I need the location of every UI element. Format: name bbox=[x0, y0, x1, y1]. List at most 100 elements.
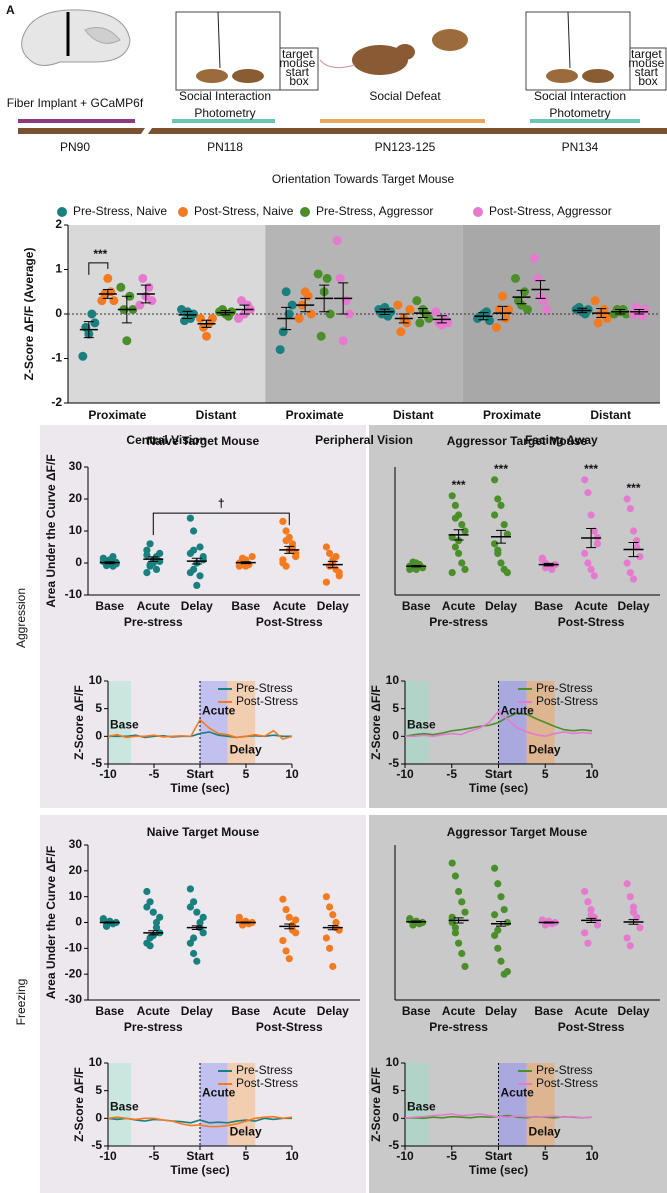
x-tick-label: Delay bbox=[181, 1004, 213, 1018]
data-point bbox=[458, 898, 466, 906]
row-label: Aggression bbox=[14, 588, 28, 648]
data-point bbox=[208, 313, 217, 323]
x-tick-label: Base bbox=[402, 1004, 431, 1018]
data-point bbox=[138, 273, 148, 283]
error-bar bbox=[239, 304, 250, 315]
data-point bbox=[491, 540, 499, 548]
y-tick-label: 5 bbox=[95, 701, 102, 715]
age-label: PN134 bbox=[562, 140, 599, 154]
data-point bbox=[491, 931, 499, 940]
data-point bbox=[461, 565, 469, 574]
data-point bbox=[193, 908, 201, 916]
data-point bbox=[326, 944, 334, 952]
panel-title: Aggressor Target Mouse bbox=[447, 434, 588, 448]
y-tick-label: 30 bbox=[69, 837, 83, 851]
x-tick-label: Delay bbox=[181, 599, 213, 613]
x-tick-label: 10 bbox=[285, 767, 299, 781]
trace bbox=[107, 718, 293, 740]
error-bar bbox=[497, 305, 508, 321]
data-point bbox=[593, 921, 602, 929]
data-point bbox=[103, 273, 113, 283]
y-tick-label: 0 bbox=[95, 1111, 102, 1125]
data-point bbox=[143, 569, 151, 577]
data-point bbox=[636, 553, 644, 561]
data-point bbox=[316, 331, 326, 341]
data-point bbox=[143, 887, 151, 896]
data-point bbox=[458, 559, 466, 567]
legend-label: Post-Stress, Naive bbox=[194, 204, 294, 218]
box-note: target mouse start box bbox=[628, 47, 667, 88]
age-label: PN118 bbox=[207, 140, 243, 154]
legend-label: Post-Stress bbox=[236, 1076, 298, 1090]
data-point bbox=[629, 575, 638, 583]
data-point bbox=[193, 957, 201, 965]
panel-title: Aggressor Target Mouse bbox=[447, 825, 588, 839]
error-bar bbox=[628, 542, 639, 558]
data-point bbox=[186, 939, 194, 947]
data-point bbox=[279, 936, 287, 945]
error-bar bbox=[634, 309, 645, 315]
data-point bbox=[626, 893, 634, 901]
legend-label: Post-Stress bbox=[236, 694, 298, 708]
y-tick-label: 5 bbox=[392, 1083, 399, 1097]
panel-title: Naive Target Mouse bbox=[147, 825, 260, 839]
data-point bbox=[329, 962, 337, 971]
data-point bbox=[491, 911, 499, 919]
data-point bbox=[109, 553, 117, 561]
window-label: Delay bbox=[230, 742, 262, 756]
window-label: Base bbox=[110, 1099, 139, 1113]
error-bar bbox=[398, 313, 409, 324]
error-bar bbox=[586, 527, 597, 549]
data-point bbox=[329, 911, 337, 919]
x-axis-label: Time (sec) bbox=[469, 1163, 528, 1177]
data-point bbox=[626, 569, 634, 577]
y-tick-label: 10 bbox=[386, 673, 400, 687]
x-tick-label: Start bbox=[186, 767, 213, 781]
y-axis-label: Z-Score ΔF/F (Average) bbox=[22, 248, 36, 381]
data-point bbox=[279, 559, 287, 567]
error-bar bbox=[284, 545, 295, 554]
data-point bbox=[451, 872, 459, 880]
data-point bbox=[190, 527, 198, 535]
legend-marker bbox=[178, 207, 188, 217]
data-point bbox=[504, 305, 513, 315]
data-point bbox=[590, 527, 598, 535]
x-tick-label: Distant bbox=[196, 408, 237, 422]
data-point bbox=[156, 913, 164, 921]
sig-bracket bbox=[88, 262, 109, 275]
step-label: Social Defeat bbox=[369, 89, 441, 103]
legend-label: Pre-Stress bbox=[236, 681, 293, 695]
data-point bbox=[282, 537, 290, 545]
time-window bbox=[498, 1063, 527, 1146]
x-tick-label: Distant bbox=[590, 408, 631, 422]
x-axis-label: Time (sec) bbox=[170, 1163, 229, 1177]
y-tick-label: 20 bbox=[69, 863, 83, 877]
data-point bbox=[497, 501, 505, 509]
x-tick-label: Delay bbox=[617, 599, 649, 613]
data-point bbox=[455, 939, 463, 947]
sig-label: *** bbox=[584, 462, 598, 476]
data-point bbox=[633, 913, 641, 921]
data-point bbox=[326, 903, 334, 911]
error-bar bbox=[543, 562, 554, 567]
data-point bbox=[581, 549, 589, 558]
x-axis-label: Time (sec) bbox=[469, 781, 528, 795]
y-axis-label: Z-Score ΔF/F bbox=[369, 1067, 383, 1142]
data-point bbox=[193, 581, 201, 590]
data-point bbox=[455, 549, 463, 558]
x-tick-label: Acute bbox=[574, 1004, 608, 1018]
legend-label: Pre-Stress bbox=[536, 681, 593, 695]
data-point bbox=[495, 305, 504, 315]
data-point bbox=[448, 533, 456, 542]
y-tick-label: 10 bbox=[89, 1055, 103, 1069]
data-point bbox=[491, 511, 499, 519]
error-bar bbox=[596, 308, 607, 319]
step-label: Fiber Implant + GCaMP6f bbox=[7, 96, 144, 110]
data-point bbox=[238, 554, 247, 562]
y-tick-label: 5 bbox=[95, 1083, 102, 1097]
data-point bbox=[461, 908, 469, 916]
data-point bbox=[202, 331, 211, 341]
row-label: Freezing bbox=[14, 979, 28, 1026]
group-label: Post-Stress bbox=[558, 1020, 625, 1034]
x-tick-label: Proximate bbox=[483, 408, 541, 422]
